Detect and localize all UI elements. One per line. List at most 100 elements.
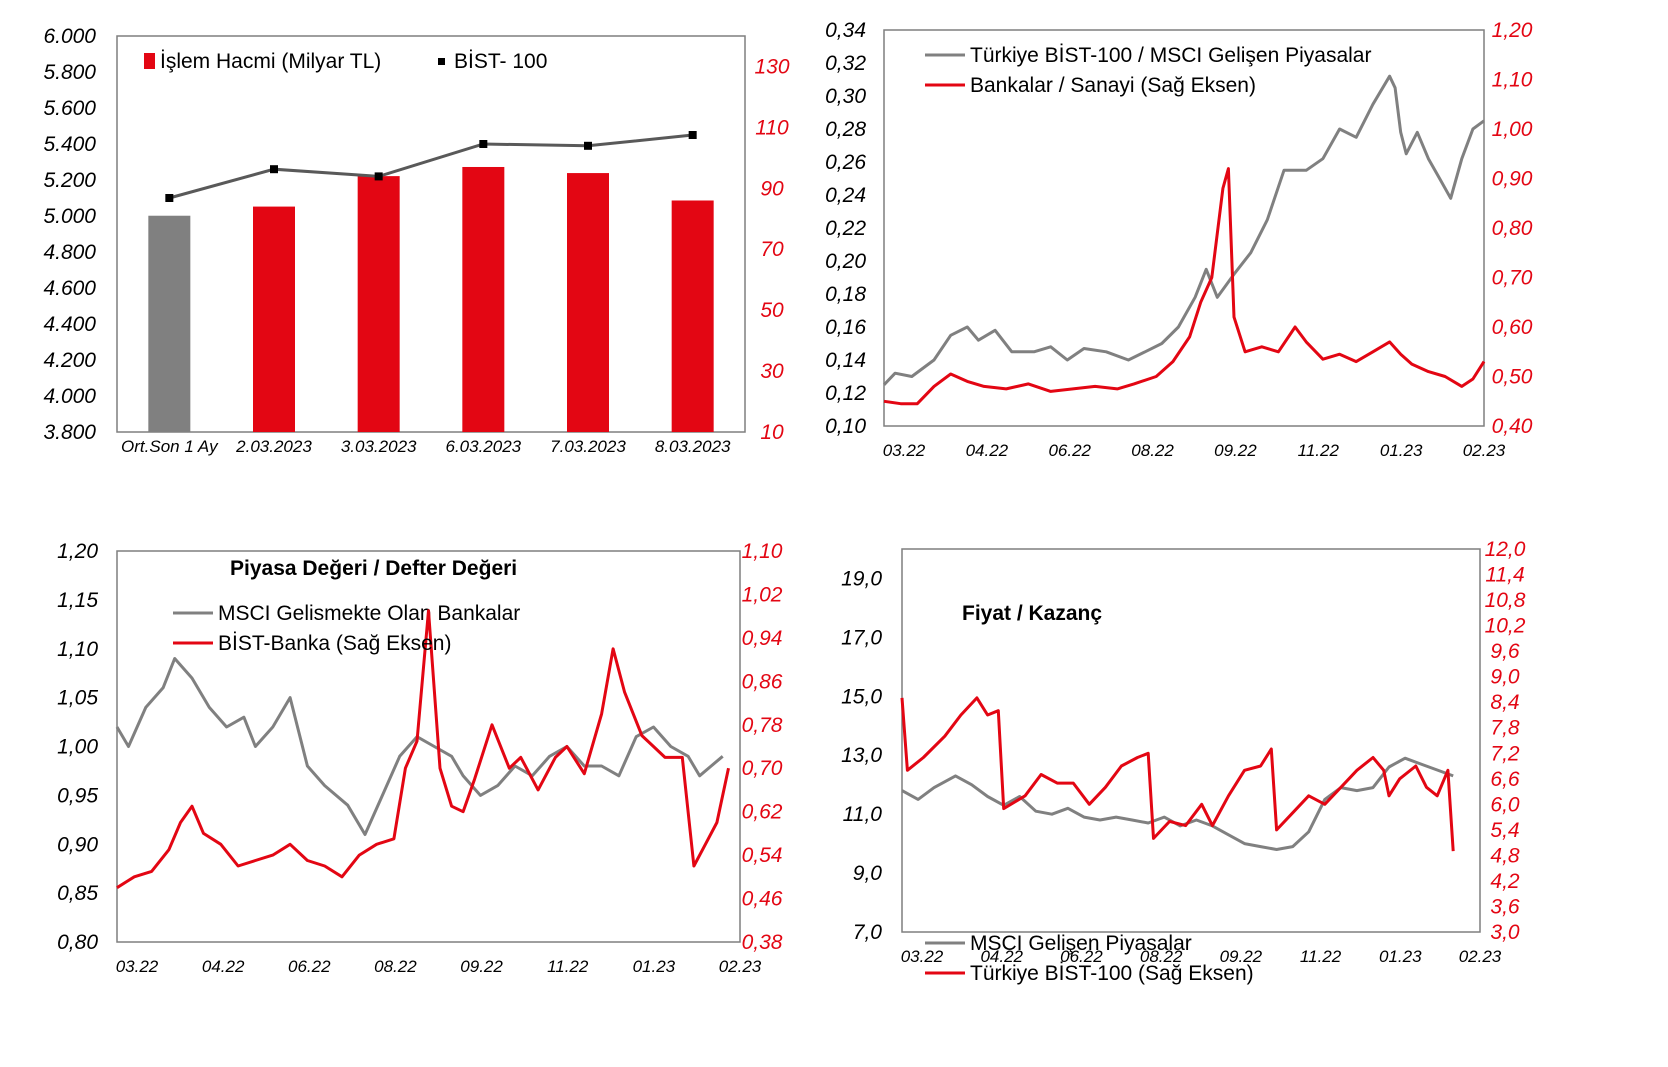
y-tick-right: 110 [755,116,789,139]
legend-bist: BİST- 100 [454,50,547,73]
y-tick-right: 6,0 [1490,793,1520,816]
y-tick-left: 0,28 [825,118,866,141]
series-line-1 [900,696,1455,852]
series-line-0 [882,74,1485,386]
x-tick: 11.22 [1298,441,1340,460]
y-tick-left: 0,34 [825,19,866,42]
y-tick-left: 0,12 [825,382,866,405]
bist100-point-2 [374,172,383,181]
y-tick-left: 1,05 [57,687,98,710]
y-tick-right: 1,02 [742,583,783,606]
y-tick-right: 0,50 [1492,366,1533,389]
y-tick-right: 30 [760,360,784,383]
y-tick-right: 0,70 [1492,267,1533,290]
x-tick: 09.22 [1214,441,1257,460]
y-tick-left: 19,0 [841,567,882,590]
y-tick-left: 0,85 [57,882,98,905]
y-tick-left: 15,0 [841,685,882,708]
legend-swatch-bist [438,58,445,65]
legend-label-1: BİST-Banka (Sağ Eksen) [218,632,451,655]
series-line-0 [115,657,724,836]
y-tick-right: 0,38 [742,931,783,954]
plot-area-2 [116,550,741,943]
y-tick-left: 11,0 [843,803,883,826]
chart-3: 7,0 9,0 11,0 13,0 15,0 17,0 19,0 3,0 3,64,2 4,85,… [841,538,1526,985]
legend-label-0: MSCI Gelismekte Olan Bankalar [218,602,520,625]
y-tick-left: 5.600 [43,97,96,120]
x-tick: 06.22 [1048,441,1091,460]
y-tick-left: 4.200 [43,349,96,372]
y-tick-right: 0,70 [742,757,783,780]
plot-area-3 [901,548,1481,933]
y-tick-right: 130 [754,55,789,78]
y-tick-right: 9,0 [1490,666,1520,689]
legend-label-0: Türkiye BİST-100 / MSCI Gelişen Piyasala… [970,44,1371,67]
y-tick-right: 0,90 [1492,168,1533,191]
plot-area-1 [883,29,1485,427]
y-tick-right: 7,8 [1490,717,1520,740]
y-tick-left: 0,30 [825,85,866,108]
x-tick: 3.03.2023 [341,437,417,456]
series-line-1 [883,167,1486,406]
y-tick-right: 0,80 [1492,217,1533,240]
y-tick-right: 0,78 [742,714,783,737]
y-tick-left: 0,80 [57,931,98,954]
x-tick: 8.03.2023 [655,437,731,456]
bist100-point-3 [479,140,488,148]
chart-0: 3.800 4.000 4.200 4.400 4.600 4.800 5.000 5.200… [43,25,789,456]
y-tick-left: 17,0 [841,626,882,649]
x-tick: 04.22 [202,957,245,976]
legend-label-1: Türkiye BİST-100 (Sağ Eksen) [970,962,1254,985]
chart-2: 0,80 0,85 0,90 0,95 1,00 1,05 1,10 1,15 1,20 0,38… [57,540,783,976]
y-tick-right: 4,8 [1490,844,1520,867]
series-line-0 [901,756,1454,851]
x-tick: 7.03.2023 [550,437,626,456]
x-tick: 01.23 [1380,441,1423,460]
y-tick-left: 0,26 [825,151,866,174]
y-tick-right: 90 [760,177,784,200]
x-tick: 2.03.2023 [235,437,312,456]
y-tick-left: 0,22 [825,217,866,240]
y-tick-left: 1,15 [57,589,98,612]
y-tick-left: 0,95 [57,784,98,807]
x-tick: 01.23 [1379,947,1422,966]
bist100-point-4 [584,141,592,150]
x-tick: 08.22 [374,957,417,976]
chart-1: 0,10 0,12 0,14 0,16 0,18 0,20 0,22 0,24 0,26 0,28… [825,19,1533,460]
bar-1 [253,206,295,432]
y-tick-left: 4.800 [43,241,96,264]
y-tick-left: 3.800 [43,421,96,444]
legend-volume: İşlem Hacmi (Milyar TL) [160,50,381,73]
y-tick-left: 6.000 [43,25,96,48]
bar-2 [357,176,400,432]
x-tick: 01.23 [633,957,676,976]
y-tick-right: 50 [760,299,784,322]
y-tick-right: 0,94 [742,627,783,650]
y-tick-left: 0,14 [825,349,866,372]
y-tick-right: 11,4 [1485,564,1524,587]
x-tick: Ort.Son 1 Ay [121,437,219,456]
bist100-point-5 [688,131,697,139]
x-tick: 02.23 [719,957,762,976]
y-tick-left: 5.000 [43,205,96,228]
y-tick-right: 10,2 [1485,615,1526,638]
x-tick: 04.22 [966,441,1009,460]
series-line-1 [116,609,730,889]
x-tick: 11.22 [1300,947,1342,966]
chart-title: Piyasa Değeri / Defter Değeri [230,557,517,580]
y-tick-left: 0,90 [57,833,98,856]
y-tick-left: 9,0 [853,862,883,885]
y-tick-right: 10,8 [1485,589,1526,612]
legend-label-0: MSCI Gelişen Piyasalar [970,932,1192,955]
y-tick-left: 0,18 [825,283,866,306]
y-tick-right: 1,10 [1492,69,1533,92]
x-tick: 02.23 [1463,441,1506,460]
y-tick-right: 1,00 [1492,118,1533,141]
y-tick-left: 0,32 [825,52,866,75]
y-tick-right: 9,6 [1490,640,1520,663]
x-tick: 06.22 [1060,947,1103,966]
bist100-line [168,133,693,200]
y-tick-right: 70 [760,238,784,261]
y-tick-right: 1,10 [742,540,783,563]
